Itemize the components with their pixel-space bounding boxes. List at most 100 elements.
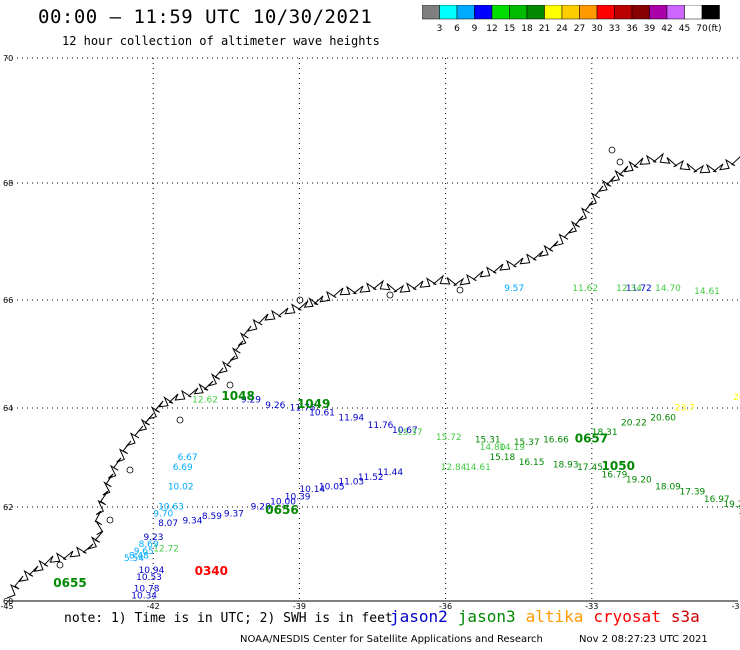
- wave-height-label: 20: [733, 393, 740, 403]
- wave-height-label: 14.61: [694, 287, 720, 297]
- wave-height-label: 10.02: [168, 483, 194, 493]
- wave-height-label: 10.63: [158, 502, 184, 512]
- colorbar-label: 21: [539, 24, 550, 34]
- wave-height-label: 10.61: [309, 408, 335, 418]
- pass-time-label: 0340: [195, 564, 228, 578]
- legend-jason3: jason3: [457, 607, 516, 626]
- pass-time-label: 1050: [602, 459, 635, 473]
- lat-tick-label: 64: [3, 404, 13, 413]
- wave-height-label: 10.34: [131, 592, 157, 602]
- wave-height-label: 10.39: [285, 493, 311, 503]
- lon-tick-label: -39: [293, 602, 306, 610]
- island-outline: [56, 561, 64, 569]
- island-outline: [616, 158, 624, 166]
- lon-tick-label: -36: [439, 602, 452, 610]
- axis-tick-labels: 70 68 66 64 62 60-45 -42 -39 -36 -33 -30: [0, 54, 740, 610]
- wave-height-label: 9.23: [143, 533, 163, 543]
- wave-height-label: 11.76: [368, 421, 394, 431]
- greenland-coastline: [6, 146, 740, 599]
- wave-height-label: 23.7: [675, 403, 695, 413]
- wave-height-label: 15.37: [397, 428, 423, 438]
- lon-tick-label: -42: [147, 602, 160, 610]
- wave-height-label: 9.28: [251, 502, 271, 512]
- wave-height-label: 12.62: [192, 396, 218, 406]
- colorbar: 3 6 9 12 15 18 21 24 27 30 33 36 39 42 45 70 (ft): [422, 5, 722, 34]
- wave-height-label: 6.69: [173, 463, 193, 473]
- colorbar-label: 18: [521, 24, 533, 34]
- wave-height-label: 12.84: [441, 463, 467, 473]
- lat-tick-label: 70: [3, 54, 13, 63]
- wave-height-label: 15.37: [514, 438, 540, 448]
- colorbar-label: 9: [472, 24, 478, 34]
- wave-height-label: 9.70: [153, 509, 173, 519]
- lat-tick-label: 60: [3, 597, 13, 606]
- wave-height-label: 10.94: [139, 566, 165, 576]
- footer-note: note: 1) Time is in UTC; 2) SWH is in fe…: [64, 611, 393, 626]
- colorbar-label: 39: [644, 24, 656, 34]
- wave-height-label: 11.52: [358, 473, 384, 483]
- wave-height-label: 19.20: [723, 500, 740, 510]
- wave-height-label: 17.45: [577, 463, 603, 473]
- island-outline: [608, 146, 616, 154]
- wave-height-label: 17.39: [680, 488, 706, 498]
- page-subtitle: 12 hour collection of altimeter wave hei…: [62, 34, 380, 48]
- colorbar-label: 3: [437, 24, 443, 34]
- wave-height-label: 8.07: [158, 519, 178, 529]
- legend-jason2: jason2: [390, 607, 448, 626]
- wave-height-label: 9.26: [265, 401, 285, 411]
- wave-height-label: 9.29: [241, 396, 261, 406]
- wave-height-label: 12.34: [616, 284, 642, 294]
- colorbar-label: 12: [486, 24, 497, 34]
- colorbar-label: 15: [504, 24, 515, 34]
- satellite-legend: jason2 jason3 altika cryosat s3a: [390, 607, 710, 626]
- wave-height-label: 19.20: [626, 475, 652, 485]
- wave-height-label: 15.31: [475, 436, 501, 446]
- colorbar-label: 33: [609, 24, 620, 34]
- wave-height-label: 11.72: [626, 284, 652, 294]
- colorbar-label: 70: [696, 24, 708, 34]
- colorbar-label: 24: [556, 24, 568, 34]
- wave-height-label: 15.72: [436, 433, 462, 443]
- lon-tick-label: -45: [0, 602, 13, 610]
- wave-height-label: 15.18: [489, 453, 515, 463]
- wave-height-label: 9.37: [224, 509, 244, 519]
- colorbar-label: 27: [574, 24, 585, 34]
- wave-height-label: 18.93: [553, 460, 579, 470]
- wave-height-label: 16.79: [602, 470, 628, 480]
- wave-height-label: 9.65: [134, 547, 154, 557]
- wave-height-label: 14.19: [499, 443, 525, 453]
- colorbar-unit: (ft): [708, 24, 722, 34]
- wave-height-label: 19.4: [738, 507, 740, 517]
- wave-height-label: 11.44: [377, 468, 403, 478]
- wave-height-label: 20.22: [621, 418, 647, 428]
- wave-height-label: 8.69: [139, 540, 159, 550]
- wave-height-label: 12.72: [153, 545, 179, 555]
- credit-timestamp: Nov 2 08:27:23 UTC 2021: [579, 634, 708, 645]
- colorbar-label: 36: [626, 24, 638, 34]
- lat-tick-label: 68: [3, 179, 13, 188]
- colorbar-label: 6: [454, 24, 460, 34]
- island-outline: [176, 416, 184, 424]
- lon-tick-label: -33: [585, 602, 598, 610]
- colorbar-label: 45: [679, 24, 690, 34]
- lon-tick-label: -30: [731, 602, 740, 610]
- wave-height-label: 14.70: [655, 284, 681, 294]
- colorbar-label: 30: [591, 24, 603, 34]
- legend-altika: altika: [525, 607, 584, 626]
- wave-height-label: 11.76: [290, 403, 316, 413]
- colorbar-swatch: [701, 5, 720, 20]
- legend-cryosat: cryosat: [593, 607, 661, 626]
- wave-height-label: 14.80: [480, 443, 506, 453]
- wave-height-label: 6.67: [178, 453, 198, 463]
- island-outline: [296, 296, 304, 304]
- legend-s3a: s3a: [670, 607, 700, 626]
- wave-height-label: 8.59: [202, 512, 222, 522]
- wave-height-label: 20.60: [650, 413, 676, 423]
- pass-time-label: 0657: [575, 432, 608, 446]
- wave-height-label: 14.61: [465, 463, 491, 473]
- wave-height-label: 9.34: [182, 516, 202, 526]
- wave-height-label: 11.94: [338, 413, 364, 423]
- pass-time-label: 1049: [297, 397, 330, 411]
- wave-height-label: 11.62: [572, 284, 598, 294]
